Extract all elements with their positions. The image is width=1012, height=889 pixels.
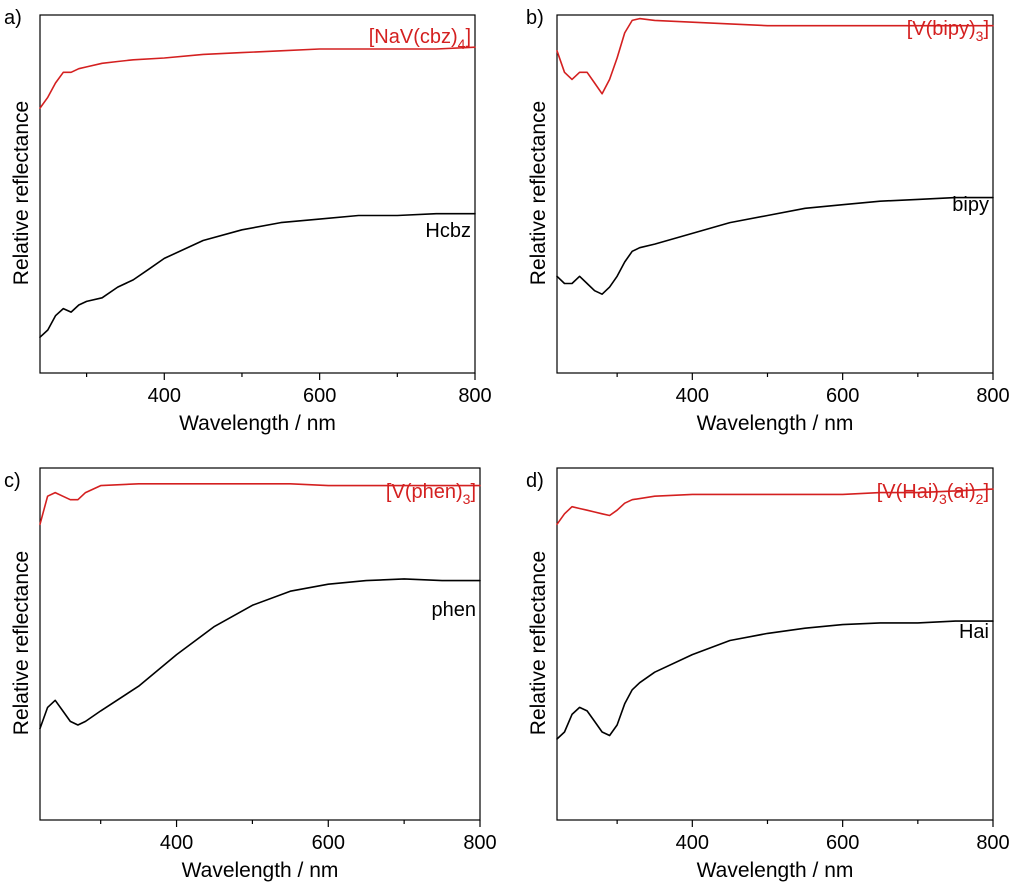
y-axis-title: Relative reflectance	[10, 101, 33, 285]
series-label-ligand: Hai	[959, 621, 989, 643]
series-label-ligand: bipy	[952, 194, 989, 216]
panel-label: b)	[526, 7, 544, 29]
x-tick-label: 600	[826, 385, 859, 407]
panel-label: d)	[526, 470, 544, 492]
x-tick-label: 800	[976, 385, 1009, 407]
x-tick-label: 600	[826, 832, 859, 854]
series-label-ligand: phen	[432, 599, 477, 621]
x-axis-title: Wavelength / nm	[697, 859, 854, 882]
y-axis-title: Relative reflectance	[527, 551, 550, 735]
plot-frame	[556, 14, 994, 374]
series-line-ligand	[39, 578, 481, 730]
series-label-ligand: Hcbz	[425, 220, 471, 242]
y-axis-title: Relative reflectance	[10, 551, 33, 735]
series-line-complex	[556, 17, 994, 95]
plot-frame	[556, 467, 994, 821]
series-label-complex: [V(phen)3]	[386, 481, 476, 507]
x-tick-label: 600	[303, 385, 336, 407]
series-line-ligand	[556, 620, 994, 740]
chart-panel-4: 400 600 800 Wavelength / nm Relative reflect…	[526, 467, 1010, 882]
panel-label: a)	[4, 7, 22, 29]
x-axis-title: Wavelength / nm	[182, 859, 339, 882]
series-line-ligand	[556, 196, 994, 295]
y-axis-title: Relative reflectance	[527, 101, 550, 285]
x-tick-label: 400	[676, 832, 709, 854]
x-tick-label: 800	[458, 385, 491, 407]
series-line-complex	[39, 46, 476, 109]
x-tick-label: 800	[976, 832, 1009, 854]
panel-label: c)	[4, 470, 21, 492]
chart-panel-2: 400 600 800 Wavelength / nm Relative reflect…	[526, 7, 1010, 435]
x-tick-label: 400	[160, 832, 193, 854]
x-tick-label: 800	[463, 832, 496, 854]
chart-panel-3: 400 600 800 Wavelength / nm Relative reflect…	[4, 467, 497, 882]
x-tick-label: 600	[312, 832, 345, 854]
series-line-complex	[39, 483, 481, 526]
plot-frame	[39, 467, 481, 821]
plot-frame	[39, 14, 476, 374]
series-line-complex	[556, 488, 994, 526]
x-tick-label: 400	[148, 385, 181, 407]
x-axis-title: Wavelength / nm	[179, 412, 336, 435]
series-label-complex: [V(Hai)3(ai)2]	[877, 481, 989, 507]
series-line-ligand	[39, 212, 476, 338]
chart-panel-1: 400 600 800 Wavelength / nm Relative reflect…	[4, 7, 492, 435]
x-tick-label: 400	[676, 385, 709, 407]
x-axis-title: Wavelength / nm	[697, 412, 854, 435]
series-label-complex: [NaV(cbz)4]	[369, 26, 471, 52]
series-label-complex: [V(bipy)3]	[907, 18, 989, 44]
